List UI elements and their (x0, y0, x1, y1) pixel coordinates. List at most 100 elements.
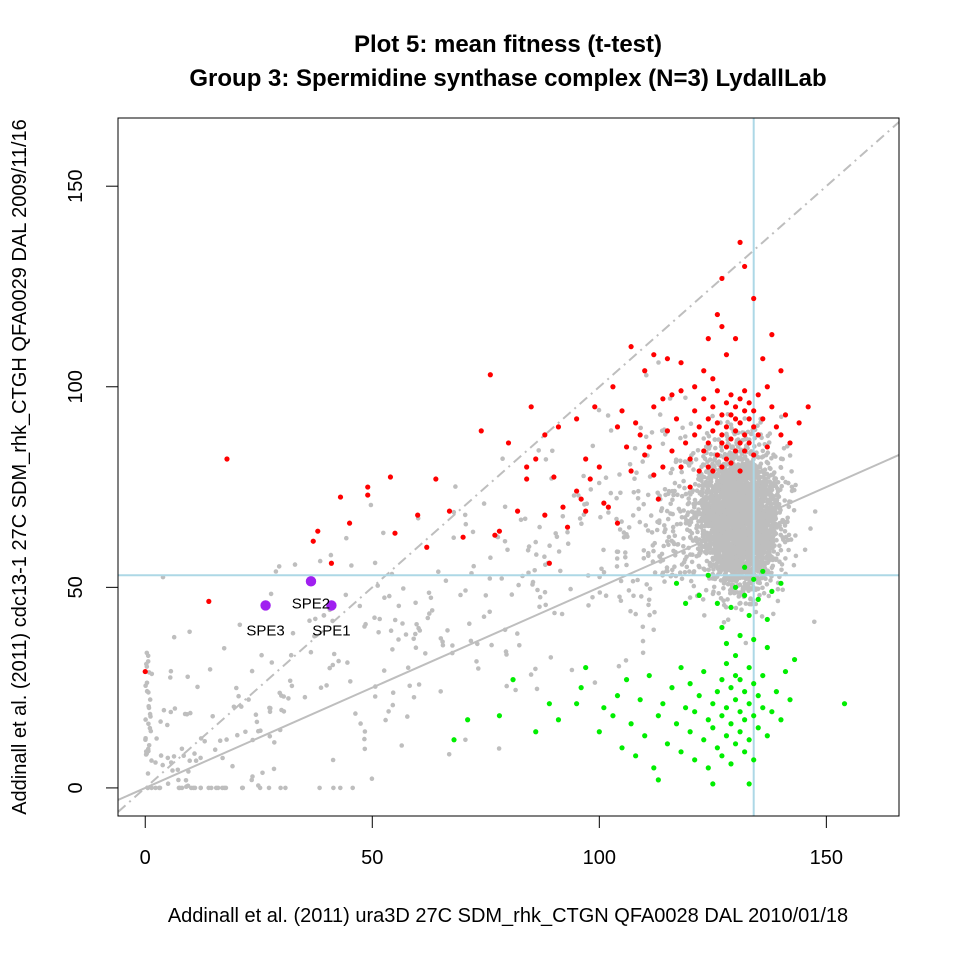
background-point (699, 464, 704, 470)
background-point (759, 575, 764, 581)
suppressor-point (732, 416, 739, 422)
background-point (764, 582, 770, 587)
background-point (417, 628, 423, 633)
background-point (530, 582, 535, 587)
suppressor-point (623, 444, 630, 450)
background-point (543, 602, 548, 608)
enhancer-point (496, 713, 503, 719)
enhancer-point (746, 612, 752, 619)
background-point (787, 453, 793, 458)
suppressor-point (714, 311, 720, 318)
suppressor-point (719, 440, 725, 446)
background-point (710, 495, 716, 501)
background-point (509, 592, 515, 597)
background-point (779, 483, 784, 489)
background-point (249, 777, 254, 783)
background-point (183, 778, 189, 783)
background-point (697, 564, 702, 570)
background-point (777, 523, 782, 529)
background-point (722, 480, 727, 486)
background-point (782, 498, 787, 503)
background-point (504, 683, 510, 689)
background-point (649, 430, 655, 435)
suppressor-point (564, 524, 571, 530)
background-point (786, 532, 792, 538)
background-point (738, 495, 743, 500)
background-point (791, 508, 797, 513)
reference-lines (118, 118, 899, 816)
background-point (683, 434, 688, 439)
background-point (758, 420, 763, 425)
background-point (171, 754, 177, 759)
suppressor-point (505, 440, 512, 446)
suppressor-point (628, 468, 634, 474)
background-point (758, 555, 764, 560)
background-point (729, 553, 735, 559)
enhancer-point (760, 672, 766, 679)
background-point (736, 594, 742, 599)
background-point (670, 511, 675, 517)
enhancer-point (723, 705, 730, 711)
background-point (765, 559, 771, 564)
background-point (399, 743, 405, 748)
suppressor-point (605, 504, 611, 510)
background-point (165, 722, 170, 728)
background-point (198, 785, 203, 791)
background-point (783, 556, 788, 561)
background-point (709, 513, 714, 518)
gene-label-spe1: SPE1 (312, 622, 350, 639)
background-point (678, 458, 683, 464)
background-point (699, 490, 705, 495)
background-point (165, 781, 171, 786)
background-point (739, 477, 744, 483)
background-point (645, 492, 651, 498)
background-point (646, 553, 651, 559)
background-point (808, 526, 813, 531)
background-point (312, 633, 317, 639)
background-point (243, 729, 248, 735)
enhancer-point (646, 672, 652, 679)
enhancer-point (742, 564, 748, 570)
highlighted-point-spe3 (260, 600, 271, 611)
suppressor-point (710, 468, 716, 474)
background-point (278, 785, 283, 791)
background-point (741, 525, 747, 531)
background-point (729, 531, 735, 536)
background-point (288, 652, 294, 658)
background-point (747, 536, 752, 541)
background-point (210, 714, 215, 719)
background-point (640, 624, 646, 630)
background-point (712, 518, 717, 523)
background-point (710, 461, 715, 467)
background-point (703, 499, 708, 505)
background-point (778, 456, 784, 462)
suppressor-point (705, 440, 711, 446)
background-point (147, 711, 153, 717)
suppressor-point (642, 368, 648, 374)
suppressor-point (751, 295, 757, 302)
background-point (153, 785, 158, 791)
background-point (426, 590, 432, 596)
background-point (729, 564, 734, 569)
background-point (696, 483, 702, 488)
background-point (450, 643, 455, 648)
background-point (387, 593, 392, 599)
background-point (617, 527, 623, 532)
background-point (195, 684, 200, 690)
background-point (708, 550, 713, 555)
background-point (756, 560, 762, 566)
enhancer-point (714, 689, 720, 695)
background-point (771, 556, 776, 561)
background-point (756, 477, 762, 483)
background-point (714, 553, 719, 559)
background-point (598, 514, 603, 520)
background-point (741, 465, 746, 470)
background-point (382, 595, 387, 600)
background-point (217, 738, 223, 743)
background-point (789, 484, 795, 490)
suppressor-point (732, 428, 739, 434)
background-point (537, 604, 542, 610)
enhancer-point (719, 677, 725, 683)
suppressor-point (446, 508, 453, 514)
background-point (618, 490, 623, 496)
